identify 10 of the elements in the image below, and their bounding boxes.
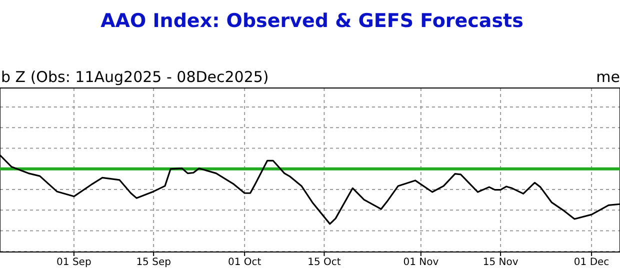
x-tick-label: 15 Oct bbox=[308, 257, 341, 268]
x-tick-label: 15 Nov bbox=[482, 257, 518, 268]
text: me bbox=[596, 68, 620, 86]
chart-title: AAO Index: Observed & GEFS Forecasts bbox=[100, 10, 524, 32]
chart-subtitle: b Z (Obs: 11Aug2025 - 08Dec2025) bbox=[1, 68, 269, 86]
x-tick-label: 01 Oct bbox=[228, 257, 262, 268]
x-tick-label: 01 Sep bbox=[56, 257, 92, 268]
x-tick-label: 15 Sep bbox=[136, 257, 171, 268]
x-tick-label: 01 Nov bbox=[403, 257, 439, 268]
x-tick-label: 01 Dec bbox=[574, 257, 610, 268]
